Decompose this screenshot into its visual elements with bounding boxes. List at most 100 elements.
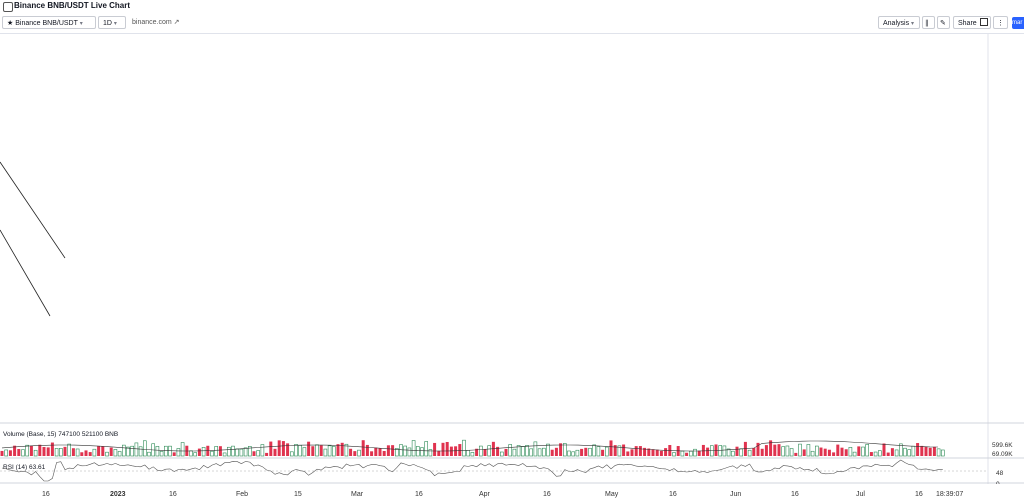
- volume-bar: [424, 441, 429, 457]
- rsi-tick: 0: [996, 481, 1000, 484]
- volume-pane: Volume (Base, 15) 747100 521100 BNB 599.…: [0, 431, 1013, 458]
- volume-bar: [823, 448, 827, 456]
- volume-bar: [756, 442, 760, 456]
- volume-bar: [113, 449, 118, 457]
- volume-bar: [840, 447, 844, 456]
- volume-bar: [928, 447, 932, 456]
- volume-bar: [13, 445, 17, 456]
- volume-bar: [176, 448, 181, 457]
- volume-bar: [243, 447, 248, 457]
- volume-bar: [777, 444, 781, 456]
- volume-bar: [470, 452, 475, 457]
- app-icon: [3, 2, 13, 12]
- external-link-icon: [979, 18, 988, 26]
- volume-bar: [819, 447, 823, 456]
- volume-bar: [403, 445, 408, 457]
- volume-bar: [269, 441, 273, 456]
- draw-button[interactable]: ✎: [937, 16, 950, 29]
- volume-bar: [265, 452, 269, 456]
- volume-bar: [898, 443, 903, 457]
- chevron-down-icon: ▾: [911, 21, 915, 27]
- volume-bar: [227, 446, 231, 457]
- symbol-label: Binance BNB/USDT: [15, 20, 78, 27]
- volume-bar: [857, 446, 861, 456]
- volume-bar: [147, 451, 151, 457]
- source-link[interactable]: binance.com ↗: [128, 16, 184, 29]
- layout-button[interactable]: ∥: [922, 16, 935, 29]
- volume-bar: [399, 444, 403, 457]
- volume-bar: [861, 446, 865, 457]
- volume-bar: [520, 446, 525, 457]
- volume-bar: [197, 448, 201, 456]
- volume-bar: [651, 449, 655, 456]
- volume-bar: [739, 448, 744, 457]
- volume-bar: [882, 443, 886, 456]
- volume-bar: [512, 448, 517, 457]
- volume-bar: [932, 446, 936, 456]
- volume-bar: [554, 447, 558, 456]
- external-link-icon: ↗: [173, 19, 180, 26]
- interval-label: 1D: [103, 20, 112, 27]
- volume-bar: [617, 445, 622, 457]
- analysis-dropdown[interactable]: Analysis ▾: [878, 16, 920, 29]
- volume-bar: [630, 449, 634, 456]
- volume-bar: [214, 446, 218, 457]
- time-tick: May: [605, 491, 619, 498]
- volume-bar: [475, 448, 479, 456]
- volume-bar: [33, 449, 38, 457]
- account-badge[interactable]: mar: [1012, 17, 1024, 29]
- volume-bar: [584, 447, 588, 456]
- volume-bar: [609, 440, 613, 456]
- volume-bar: [252, 451, 256, 456]
- volume-bar: [496, 446, 500, 456]
- volume-bar: [869, 452, 873, 456]
- interval-selector[interactable]: 1D ▾: [98, 16, 126, 29]
- volume-bar: [462, 439, 466, 457]
- volume-bar: [46, 447, 50, 456]
- volume-bar: [17, 449, 21, 456]
- volume-bar: [331, 446, 336, 457]
- star-icon[interactable]: ★: [7, 20, 14, 27]
- trend-lines: [0, 161, 66, 317]
- more-button[interactable]: ⋮: [993, 16, 1008, 29]
- symbol-selector[interactable]: ★ Binance BNB/USDT ▾: [2, 16, 96, 29]
- volume-bar: [940, 449, 945, 457]
- volume-bar: [349, 448, 353, 456]
- volume-bar: [487, 445, 492, 457]
- trend-line: [0, 161, 66, 259]
- volume-bar: [546, 443, 550, 457]
- volume-bar: [84, 450, 88, 456]
- volume-bar: [8, 450, 12, 456]
- volume-bar: [353, 451, 357, 456]
- volume-bar: [25, 444, 30, 457]
- volume-bar: [340, 442, 344, 456]
- volume-bar: [685, 452, 689, 456]
- time-tick: 15: [294, 491, 302, 498]
- volume-bar: [664, 448, 668, 456]
- volume-bar: [533, 441, 538, 457]
- volume-bar: [785, 445, 790, 457]
- volume-bar: [916, 443, 920, 456]
- volume-bar: [794, 452, 798, 456]
- share-button[interactable]: Share: [953, 16, 991, 29]
- volume-bar: [706, 447, 710, 456]
- volume-bar: [445, 441, 449, 456]
- volume-bar: [4, 449, 8, 457]
- volume-bar: [248, 446, 252, 457]
- volume-bar: [726, 448, 731, 457]
- volume-bar: [575, 449, 580, 457]
- volume-bar: [105, 451, 109, 457]
- volume-bar: [924, 446, 928, 456]
- volume-bar: [747, 449, 752, 457]
- volume-bar: [235, 448, 239, 457]
- volume-bar: [189, 450, 193, 457]
- volume-bar: [886, 452, 890, 456]
- time-tick: 16: [543, 491, 551, 498]
- volume-bar: [218, 446, 222, 456]
- volume-bar: [764, 445, 768, 456]
- price-chart[interactable]: 350.0220.0 336.8320300280260252.42402202…: [0, 34, 1024, 484]
- volume-bar: [222, 452, 227, 457]
- volume-bar: [680, 450, 685, 457]
- time-axis: 16 2023 16 Feb 15 Mar 16 Apr 16 May 16 Jun 16 Jul 16 18…: [42, 491, 963, 498]
- volume-bar: [29, 445, 33, 456]
